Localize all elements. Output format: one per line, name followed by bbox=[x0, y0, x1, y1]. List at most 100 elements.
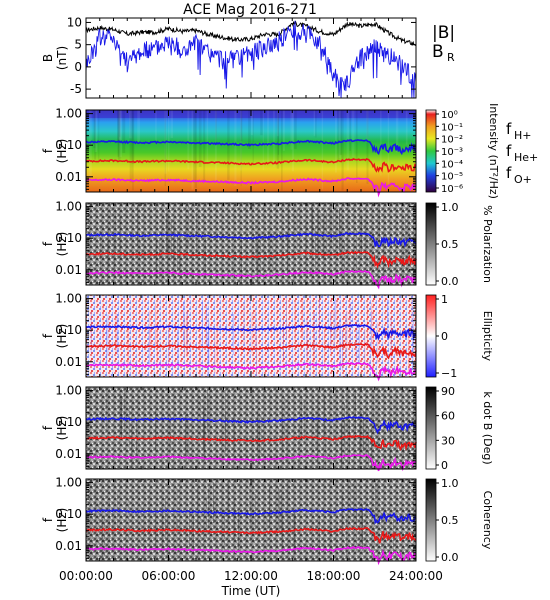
spectrogram-texture bbox=[403, 237, 405, 279]
spectrogram-texture bbox=[333, 309, 335, 351]
y-tick-label: 0.01 bbox=[55, 539, 82, 553]
spectrogram-texture bbox=[311, 204, 313, 246]
spectrogram-texture bbox=[340, 425, 342, 467]
colorbar-tick-label: 10⁻⁵ bbox=[441, 172, 463, 183]
spectrogram-texture bbox=[109, 204, 111, 246]
spectrogram-texture bbox=[170, 219, 172, 261]
spectrogram-texture bbox=[330, 204, 332, 246]
spectrogram-texture bbox=[282, 410, 284, 452]
colorbar-tick-label: 0.5 bbox=[441, 514, 459, 527]
y-axis-unit: (Hz) bbox=[55, 139, 69, 164]
y-tick-label: 5 bbox=[74, 38, 82, 52]
legend-br-sub: R bbox=[447, 51, 455, 64]
spectrogram-texture bbox=[156, 237, 158, 279]
spectrogram-texture bbox=[359, 422, 361, 464]
spectrogram-texture bbox=[362, 409, 364, 451]
spectrogram-texture bbox=[339, 209, 341, 251]
colorbar-tick-label: 10⁻⁴ bbox=[441, 159, 463, 170]
spectrogram-texture bbox=[176, 487, 178, 529]
spectrogram-texture bbox=[349, 110, 351, 151]
spectrogram-texture bbox=[346, 388, 348, 430]
ellipticity-panel: 1.00 0.10 0.01 f (Hz) 1 0 −1 Ellipticity bbox=[41, 292, 494, 382]
spectrogram-texture bbox=[333, 395, 335, 437]
colorbar-tick-label: −1 bbox=[441, 367, 457, 380]
spectrogram-texture bbox=[214, 332, 216, 374]
spectrogram-texture bbox=[123, 389, 125, 431]
spectrogram-texture bbox=[272, 232, 274, 274]
gyro-line-oplus bbox=[85, 177, 417, 198]
spectrogram-texture bbox=[140, 504, 142, 546]
spectrogram-texture bbox=[94, 110, 98, 152]
spectrogram-texture bbox=[284, 397, 286, 439]
spectrogram-texture bbox=[116, 313, 118, 355]
spectrogram-texture bbox=[367, 306, 369, 348]
spectrogram-texture bbox=[364, 219, 366, 261]
spectrogram-texture bbox=[224, 389, 226, 431]
spectrogram-texture bbox=[267, 110, 270, 162]
chart-title: ACE Mag 2016-271 bbox=[183, 2, 317, 18]
y-tick-label: 0.01 bbox=[55, 263, 82, 277]
spectrogram-texture bbox=[257, 242, 259, 284]
spectrogram-texture bbox=[102, 518, 104, 560]
colorbar-tick-label: 60 bbox=[441, 410, 455, 423]
y-axis-label: f bbox=[41, 425, 55, 430]
y-tick-label: 1.00 bbox=[55, 107, 82, 121]
legend-sub-oplus: O+ bbox=[514, 173, 532, 186]
spectrogram-texture bbox=[305, 222, 307, 264]
spectrogram-texture bbox=[382, 233, 384, 275]
spectrogram-texture bbox=[369, 230, 371, 272]
y-tick-label: 1.00 bbox=[55, 292, 82, 306]
spectrogram-texture bbox=[159, 239, 161, 281]
gyro-line-heplus bbox=[85, 158, 417, 173]
spectrogram-texture bbox=[215, 110, 217, 145]
spectrogram-texture bbox=[258, 418, 260, 460]
spectrogram-texture bbox=[214, 110, 217, 182]
legend-sub-heplus: He+ bbox=[514, 151, 538, 164]
y-tick-label: 0.10 bbox=[55, 231, 82, 245]
spectrogram-texture bbox=[361, 506, 363, 548]
spectrogram-texture bbox=[289, 508, 291, 550]
spectrogram-texture bbox=[119, 217, 121, 259]
spectrogram-texture bbox=[227, 482, 229, 524]
colorbar-tick-label: 10⁻⁶ bbox=[441, 184, 463, 195]
spectrogram-texture bbox=[208, 487, 210, 529]
colorbar-label: Intensity (nT²/Hz) bbox=[487, 103, 500, 199]
spectrogram-texture bbox=[404, 214, 406, 256]
spectrogram-texture bbox=[255, 220, 257, 262]
gyro-line-oplus bbox=[85, 361, 417, 382]
spectrogram-texture bbox=[317, 422, 319, 464]
y-tick-label: 0 bbox=[74, 60, 82, 74]
spectrogram-texture bbox=[340, 221, 342, 263]
spectrogram-texture bbox=[167, 110, 170, 172]
spectrogram-texture bbox=[166, 210, 168, 252]
spectrogram-texture bbox=[405, 228, 407, 270]
spectrogram-texture bbox=[118, 110, 121, 140]
spectrogram-texture bbox=[390, 316, 392, 358]
spectrogram-texture bbox=[294, 110, 297, 149]
spectrogram-texture bbox=[203, 410, 205, 452]
spectrogram-texture bbox=[356, 110, 358, 184]
spectrogram-texture bbox=[137, 110, 140, 142]
spectrogram-texture bbox=[203, 110, 206, 182]
spectrogram-texture bbox=[184, 316, 186, 358]
spectrogram-texture bbox=[129, 110, 133, 183]
spectrogram-texture bbox=[86, 511, 88, 553]
spectrogram-texture bbox=[339, 208, 341, 250]
spectrogram-texture bbox=[260, 414, 262, 456]
spectrogram-texture bbox=[387, 299, 389, 341]
spectrogram-texture bbox=[268, 486, 270, 528]
spectrogram-texture bbox=[187, 110, 190, 170]
spectrogram-texture bbox=[306, 317, 308, 359]
spectrogram-texture bbox=[199, 334, 201, 376]
spectrogram-texture bbox=[403, 414, 405, 456]
colorbar-tick-label: 30 bbox=[441, 434, 455, 447]
spectrogram-texture bbox=[164, 498, 166, 540]
colorbar-tick-label: 10⁻³ bbox=[441, 147, 463, 158]
spectrogram-texture bbox=[330, 312, 332, 354]
colorbar bbox=[425, 386, 437, 470]
y-tick-label: 0.01 bbox=[55, 447, 82, 461]
spectrogram-texture bbox=[377, 322, 379, 364]
y-axis-label: f bbox=[41, 241, 55, 246]
spectrogram-texture bbox=[251, 312, 253, 354]
